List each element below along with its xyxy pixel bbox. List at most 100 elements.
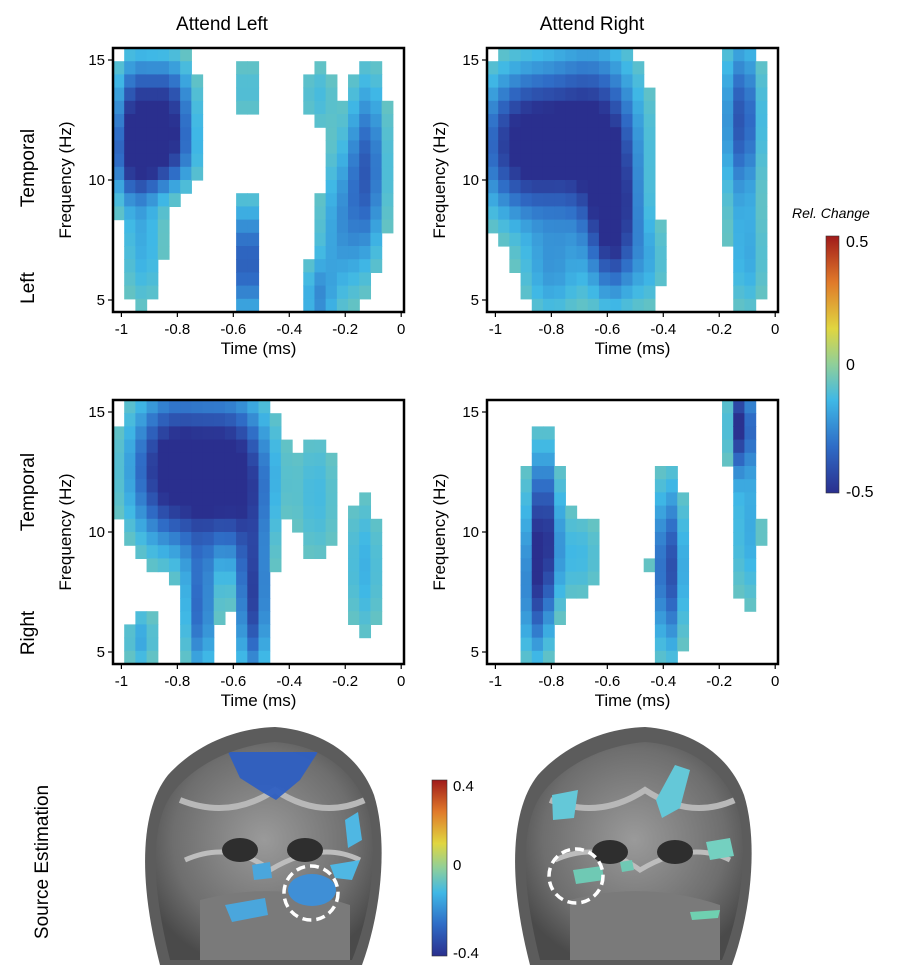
heatmap-cell: [135, 637, 148, 652]
heatmap-cell: [359, 611, 372, 625]
heatmap-cell: [348, 127, 360, 141]
heatmap-cell: [498, 193, 510, 207]
heatmap-cell: [542, 48, 555, 62]
heatmap-cell: [487, 153, 499, 168]
heatmap-cell: [554, 153, 566, 168]
heatmap-cell: [520, 285, 533, 300]
heatmap-cell: [191, 127, 204, 141]
heatmap-cell: [542, 439, 555, 454]
heatmap-cell: [157, 61, 170, 75]
heatmap-cell: [722, 206, 734, 221]
heatmap-cell: [666, 637, 678, 652]
heatmap-cell: [180, 611, 192, 625]
heatmap-cell: [348, 166, 360, 181]
heatmap-cell: [336, 193, 349, 207]
heatmap-cell: [336, 100, 349, 115]
heatmap-cell: [520, 48, 533, 62]
heatmap-cell: [247, 518, 260, 533]
heatmap-cell: [146, 426, 159, 441]
heatmap-cell: [755, 166, 768, 181]
heatmap-cell: [292, 505, 304, 520]
heatmap-cell: [213, 426, 226, 441]
heatmap-cell: [509, 180, 522, 194]
x-axis-label: Time (ms): [221, 691, 297, 710]
heatmap-cell: [359, 624, 372, 639]
heatmap-cell: [135, 624, 148, 639]
heatmap-cell: [113, 193, 125, 207]
heatmap-cell: [554, 193, 566, 207]
heatmap-cell: [621, 272, 634, 287]
heatmap-cell: [554, 584, 566, 599]
heatmap-cell: [370, 114, 383, 128]
heatmap-cell: [314, 545, 327, 559]
heatmap-cell: [610, 114, 622, 128]
colorbar-min-label: -0.5: [846, 484, 874, 501]
heatmap-cell: [509, 219, 522, 234]
heatmap-cell: [191, 466, 204, 480]
heatmap-cell: [531, 100, 544, 115]
heatmap-cell: [744, 193, 757, 207]
heatmap-cell: [554, 492, 566, 507]
heatmap-cell: [733, 413, 746, 427]
heatmap-cell: [124, 518, 136, 533]
heatmap-cell: [722, 232, 734, 247]
heatmap-cell: [576, 259, 589, 273]
heatmap-cell: [666, 505, 678, 520]
roi-circle-left: [282, 864, 340, 922]
heatmap-cell: [191, 114, 204, 128]
heatmap-cell: [542, 219, 555, 234]
heatmap-cell: [157, 505, 170, 520]
heatmap-cell: [202, 452, 215, 467]
heatmap-cell: [146, 452, 159, 467]
heatmap-cell: [168, 180, 181, 194]
colorbar-title: Rel. Change: [792, 205, 870, 221]
heatmap-cell: [202, 637, 215, 652]
heatmap-cell: [744, 598, 757, 612]
heatmap-cell: [336, 206, 349, 221]
heatmap-cell: [587, 532, 600, 546]
heatmap-cell: [598, 206, 611, 221]
heatmap-cell: [487, 100, 499, 115]
row-label-left: Left: [18, 271, 39, 303]
heatmap-cell: [621, 48, 634, 62]
heatmap-cell: [677, 532, 690, 546]
heatmap-cell: [654, 232, 667, 247]
heatmap-cell: [325, 193, 338, 207]
heatmap-cell: [744, 232, 757, 247]
heatmap-cell: [733, 426, 746, 441]
heatmap-cell: [755, 272, 768, 287]
x-axis-label: Time (ms): [595, 339, 671, 358]
heatmap-cell: [531, 74, 544, 89]
heatmap-cell: [509, 114, 522, 128]
y-axis-label: Frequency (Hz): [430, 473, 449, 590]
heatmap-cell: [168, 479, 181, 493]
heatmap-cell: [213, 479, 226, 493]
heatmap-cell: [621, 74, 634, 89]
heatmap-cell: [124, 127, 136, 141]
heatmap-cell: [135, 153, 148, 168]
heatmap-cell: [303, 532, 316, 546]
heatmap-cell: [325, 166, 338, 181]
heatmap-cell: [325, 232, 338, 247]
heatmap-cell: [213, 413, 226, 427]
heatmap-cell: [509, 206, 522, 221]
x-tick-label: -0.6: [594, 673, 620, 690]
heatmap-cell: [180, 413, 192, 427]
heatmap-cell: [213, 545, 226, 559]
heatmap-cell: [632, 153, 645, 168]
heatmap-cell: [520, 246, 533, 260]
heatmap-cell: [621, 140, 634, 155]
heatmap-cell: [733, 571, 746, 586]
heatmap-cell: [191, 166, 204, 181]
heatmap-cell: [314, 74, 327, 89]
heatmap-cell: [542, 166, 555, 181]
heatmap-cell: [733, 272, 746, 287]
heatmap-cell: [370, 127, 383, 141]
heatmap-cell: [755, 259, 768, 273]
heatmap-cell: [554, 532, 566, 546]
heatmap-cell: [157, 246, 170, 260]
heatmap-cell: [180, 584, 192, 599]
heatmap-cell: [258, 624, 271, 639]
heatmap-cell: [531, 61, 544, 75]
heatmap-cell: [359, 232, 372, 247]
